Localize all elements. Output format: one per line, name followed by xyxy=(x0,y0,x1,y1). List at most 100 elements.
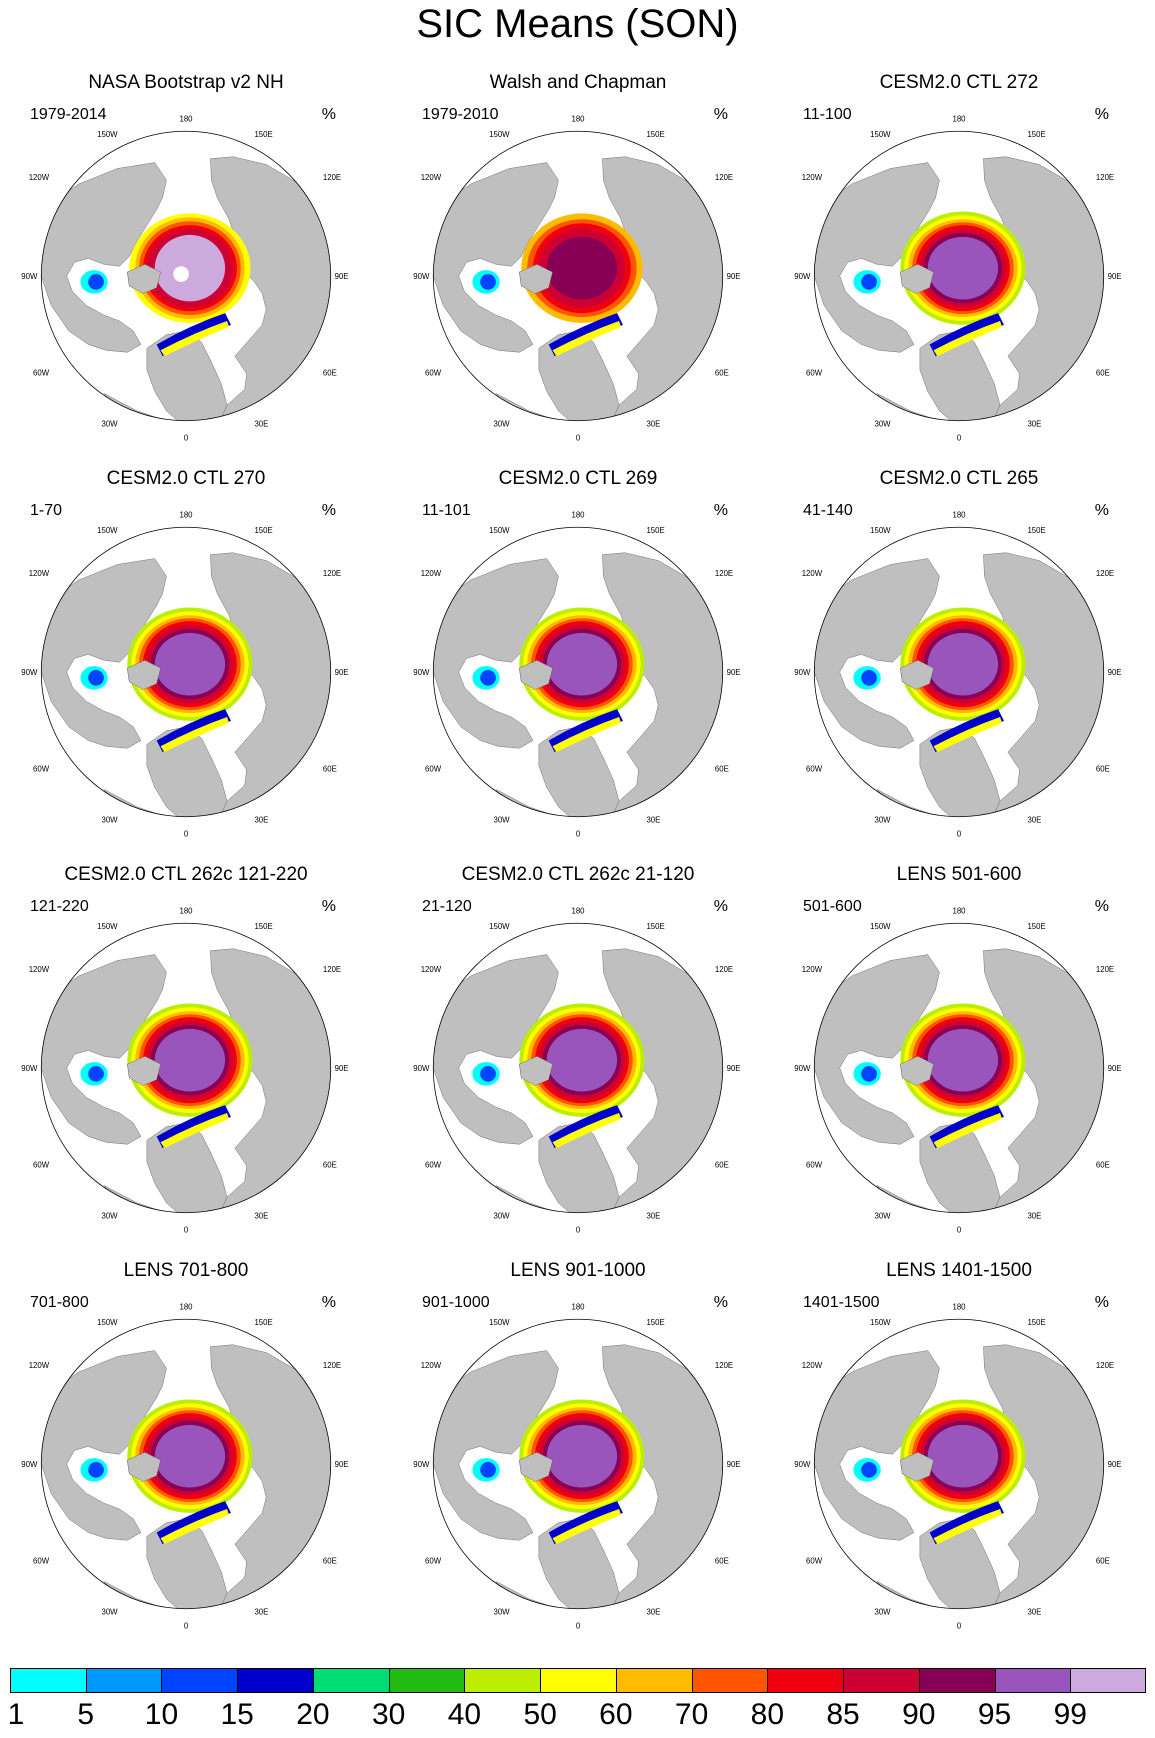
panel-title: NASA Bootstrap v2 NH xyxy=(88,72,284,93)
longitude-label: 30W xyxy=(493,816,510,825)
longitude-label: 150W xyxy=(489,922,510,931)
longitude-label: 30W xyxy=(493,1212,510,1221)
longitude-label: 150W xyxy=(97,130,118,139)
colorbar-segment xyxy=(994,1668,1071,1693)
longitude-label: 30E xyxy=(646,1212,660,1221)
longitude-label: 90E xyxy=(335,1460,349,1469)
longitude-label: 90W xyxy=(21,668,38,677)
land-mass xyxy=(41,954,167,1145)
longitude-label: 60E xyxy=(323,1557,337,1566)
land-mass xyxy=(900,660,934,690)
longitude-label: 90W xyxy=(794,668,811,677)
colorbar-label: 30 xyxy=(371,1698,406,1731)
longitude-label: 150W xyxy=(870,526,891,535)
longitude-label: 60E xyxy=(1096,369,1110,378)
longitude-label: 60W xyxy=(425,1161,442,1170)
panel-unit: % xyxy=(321,1294,336,1311)
longitude-label: 150W xyxy=(870,1318,891,1327)
map-body xyxy=(41,1319,331,1609)
map-panel-5: CESM2.0 CTL 269 11-101 % 180 150W 150E 120W… xyxy=(392,468,764,863)
sea-ice-tongue xyxy=(160,320,230,357)
land-mass xyxy=(900,1452,934,1482)
panel-years: 1401-1500 xyxy=(803,1294,880,1311)
longitude-label: 120E xyxy=(323,1361,341,1370)
land-mass xyxy=(814,162,940,353)
longitude-label: 90E xyxy=(727,272,741,281)
longitude-label: 180 xyxy=(571,1303,585,1312)
map-border xyxy=(813,922,1105,1214)
map-panel-6: CESM2.0 CTL 265 41-140 % 180 150W 150E 120W… xyxy=(773,468,1145,863)
longitude-label: 120W xyxy=(29,569,50,578)
longitude-label: 30E xyxy=(1027,1608,1041,1617)
longitude-label: 60E xyxy=(715,765,729,774)
polar-map: 180 150W 150E 120W 120E 90W 90E 60W 60E 30W 30E 0 xyxy=(21,511,348,839)
panel-title: CESM2.0 CTL 272 xyxy=(879,72,1039,93)
longitude-label: 90E xyxy=(1108,1064,1122,1073)
colorbar-segment xyxy=(843,1668,919,1693)
longitude-label: 30E xyxy=(254,420,268,429)
polar-map: 180 150W 150E 120W 120E 90W 90E 60W 60E 30W 30E 0 xyxy=(794,1303,1122,1631)
map-border xyxy=(432,1318,724,1610)
longitude-label: 120W xyxy=(29,1361,50,1370)
panel-unit: % xyxy=(713,502,728,519)
longitude-label: 60W xyxy=(425,1557,442,1566)
longitude-label: 60W xyxy=(806,765,823,774)
longitude-label: 90W xyxy=(413,1064,430,1073)
longitude-label: 60E xyxy=(1096,765,1110,774)
panel-title: CESM2.0 CTL 270 xyxy=(106,468,266,489)
longitude-label: 90W xyxy=(21,1460,38,1469)
panel-years: 21-120 xyxy=(422,898,472,915)
sea-ice-tongue xyxy=(160,1508,230,1545)
longitude-label: 120E xyxy=(1096,1361,1114,1370)
polar-map: 180 150W 150E 120W 120E 90W 90E 60W 60E 30W 30E 0 xyxy=(413,1303,740,1631)
longitude-label: 120W xyxy=(421,1361,442,1370)
land-mass xyxy=(814,1350,940,1541)
polar-map: 180 150W 150E 120W 120E 90W 90E 60W 60E 30W 30E 0 xyxy=(413,511,740,839)
panel-title: LENS 901-1000 xyxy=(510,1260,646,1281)
sea-ice-hudson xyxy=(480,1462,496,1478)
colorbar-segment xyxy=(388,1668,465,1693)
sea-ice-hudson xyxy=(88,1462,104,1478)
longitude-label: 120E xyxy=(1096,173,1114,182)
longitude-label: 90E xyxy=(727,1064,741,1073)
longitude-label: 90W xyxy=(413,272,430,281)
longitude-label: 60W xyxy=(33,1161,50,1170)
longitude-label: 90E xyxy=(1108,1460,1122,1469)
land-mass xyxy=(127,660,161,690)
longitude-label: 180 xyxy=(952,1303,966,1312)
longitude-label: 60W xyxy=(806,1161,823,1170)
polar-map: 180 150W 150E 120W 120E 90W 90E 60W 60E 30W 30E 0 xyxy=(794,511,1121,839)
pole-hole xyxy=(173,266,189,282)
longitude-label: 150W xyxy=(870,922,891,931)
colorbar-segment xyxy=(464,1668,541,1693)
longitude-label: 60E xyxy=(323,765,337,774)
longitude-label: 60W xyxy=(425,369,442,378)
panel-years: 1979-2014 xyxy=(30,106,107,123)
longitude-label: 150E xyxy=(1027,922,1045,931)
longitude-label: 90W xyxy=(794,1460,811,1469)
map-body xyxy=(41,131,331,421)
panel-years: 1-70 xyxy=(30,502,63,519)
colorbar-label: 90 xyxy=(902,1698,936,1731)
colorbar-segment xyxy=(918,1668,995,1693)
map-body xyxy=(814,923,1104,1213)
sea-ice-band xyxy=(154,632,226,696)
sea-ice-tongue xyxy=(933,320,1003,357)
sea-ice-hudson xyxy=(480,274,496,290)
longitude-label: 90E xyxy=(335,1064,349,1073)
colorbar-label: 1 xyxy=(7,1698,25,1731)
longitude-label: 150E xyxy=(1027,130,1045,139)
longitude-label: 30W xyxy=(101,420,118,429)
panel-title: CESM2.0 CTL 265 xyxy=(879,468,1039,489)
land-mass xyxy=(127,264,161,294)
panel-years: 501-600 xyxy=(803,898,862,915)
map-body xyxy=(814,131,1104,421)
land-mass xyxy=(41,1350,167,1541)
polar-map: 180 150W 150E 120W 120E 90W 90E 60W 60E 30W 30E 0 xyxy=(794,907,1122,1235)
colorbar-segment xyxy=(1070,1668,1146,1693)
longitude-label: 30W xyxy=(101,1608,118,1617)
longitude-label: 120E xyxy=(323,173,341,182)
map-panel-3: CESM2.0 CTL 272 11-100 % 180 150W 150E 120W… xyxy=(773,72,1145,467)
longitude-label: 60W xyxy=(33,765,50,774)
longitude-label: 30E xyxy=(254,1608,268,1617)
